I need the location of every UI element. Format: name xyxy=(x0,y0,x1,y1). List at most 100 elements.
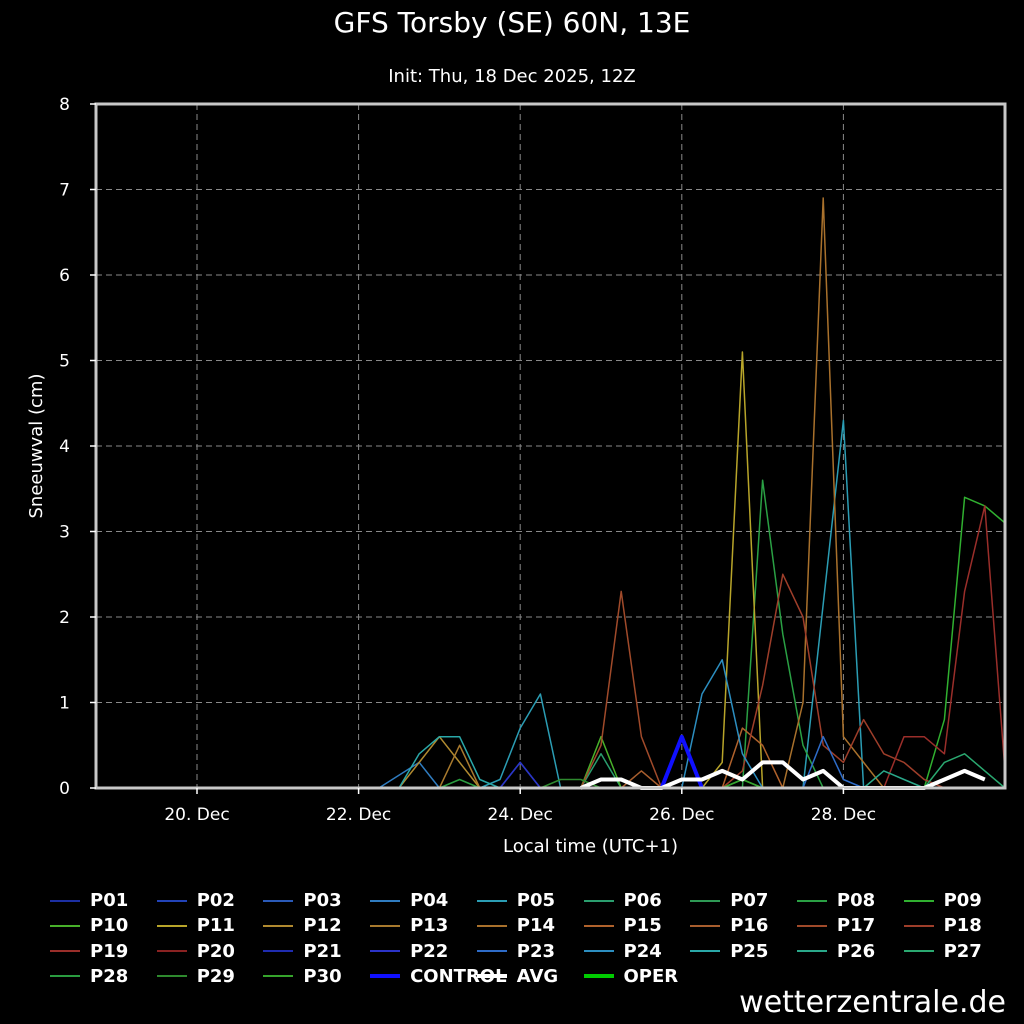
series-line-p26 xyxy=(863,770,925,789)
legend-swatch xyxy=(50,950,80,953)
series-line-p18 xyxy=(721,573,945,789)
y-tick-label: 2 xyxy=(59,608,70,628)
legend-item-p05: P05 xyxy=(476,888,556,913)
legend-item-p21: P21 xyxy=(263,939,342,964)
legend-label: P07 xyxy=(730,890,769,911)
series-line-p08 xyxy=(741,479,824,789)
series-line-p13 xyxy=(438,744,481,789)
legend-label: P11 xyxy=(196,915,235,937)
series-line-p14 xyxy=(782,197,885,789)
series-line-p09 xyxy=(923,496,1006,789)
legend-swatch xyxy=(476,950,507,953)
legend-label: P19 xyxy=(90,940,129,962)
series-line-p19 xyxy=(883,505,1006,789)
series-line-p28 xyxy=(439,778,481,789)
y-tick-label: 8 xyxy=(59,95,70,115)
legend-item-p01: P01 xyxy=(50,888,128,913)
legend-item-p17: P17 xyxy=(796,913,876,938)
legend-item-p30: P30 xyxy=(263,964,342,989)
legend-item-p07: P07 xyxy=(690,888,768,913)
y-tick-label: 4 xyxy=(59,437,70,457)
legend-label: P20 xyxy=(196,940,235,962)
legend-item-p26: P26 xyxy=(796,939,876,964)
legend-label: P02 xyxy=(196,890,235,911)
legend-item-p12: P12 xyxy=(263,913,342,938)
legend-item-p04: P04 xyxy=(370,888,448,913)
legend-label: P26 xyxy=(836,940,876,962)
x-axis-label: Local time (UTC+1) xyxy=(503,836,678,857)
legend-item-p03: P03 xyxy=(263,888,342,913)
legend-label: P01 xyxy=(90,890,129,911)
credit-text: wetterzentrale.de xyxy=(739,985,1006,1020)
legend-swatch xyxy=(263,899,294,902)
legend-item-p28: P28 xyxy=(50,964,128,989)
legend-swatch xyxy=(903,924,934,927)
series-line-p23 xyxy=(802,735,864,789)
legend-item-control: CONTROL xyxy=(370,964,507,989)
series-line-control xyxy=(659,734,704,789)
legend-swatch xyxy=(50,899,80,902)
legend-swatch xyxy=(50,975,80,978)
series-line-p10 xyxy=(580,735,622,789)
legend-swatch xyxy=(690,924,721,927)
legend-swatch xyxy=(796,924,827,927)
legend-label: P05 xyxy=(516,890,556,911)
legend-swatch xyxy=(583,899,614,902)
legend-label: P23 xyxy=(516,940,556,962)
legend-label: AVG xyxy=(516,965,559,987)
legend-item-p13: P13 xyxy=(370,913,448,938)
legend-swatch xyxy=(583,924,614,927)
legend-swatch xyxy=(796,950,827,953)
legend-swatch xyxy=(903,950,934,953)
legend-item-p11: P11 xyxy=(156,913,235,938)
legend-label: P14 xyxy=(516,915,556,937)
series-line-avg xyxy=(580,760,986,790)
x-tick-label: 22. Dec xyxy=(326,805,391,825)
legend-item-p19: P19 xyxy=(50,939,128,964)
series-line-p06 xyxy=(580,753,622,789)
x-tick-label: 20. Dec xyxy=(164,805,229,825)
series-line-p15 xyxy=(721,727,784,789)
legend-swatch xyxy=(476,974,507,979)
legend-swatch xyxy=(476,924,507,927)
y-tick-label: 6 xyxy=(59,266,70,286)
legend-item-p23: P23 xyxy=(476,939,556,964)
legend-item-p29: P29 xyxy=(156,964,235,989)
legend-swatch xyxy=(476,899,507,902)
legend-swatch xyxy=(156,924,187,927)
legend-item-p09: P09 xyxy=(903,888,982,913)
legend-item-p25: P25 xyxy=(690,939,768,964)
legend-swatch xyxy=(263,950,294,953)
series-line-p24 xyxy=(681,659,764,789)
legend-label: P28 xyxy=(90,965,129,987)
legend-label: P09 xyxy=(943,890,982,911)
x-tick-label: 24. Dec xyxy=(488,805,553,825)
legend-swatch xyxy=(370,974,401,979)
series-line-p17 xyxy=(580,590,663,789)
legend-item-p14: P14 xyxy=(476,913,556,938)
legend-label: CONTROL xyxy=(410,965,507,987)
legend-label: P17 xyxy=(836,915,876,937)
series-line-p22 xyxy=(499,761,541,789)
legend-label: P25 xyxy=(730,940,769,962)
legend-swatch xyxy=(690,899,721,902)
y-tick-label: 1 xyxy=(59,694,70,714)
legend-label: OPER xyxy=(623,965,679,987)
y-tick-label: 0 xyxy=(59,779,70,799)
legend-label: P18 xyxy=(943,915,982,937)
y-tick-label: 5 xyxy=(59,352,70,372)
legend-item-oper: OPER xyxy=(583,964,679,989)
chart-subtitle: Init: Thu, 18 Dec 2025, 12Z xyxy=(388,66,636,87)
legend-item-p20: P20 xyxy=(156,939,235,964)
legend-label: P29 xyxy=(196,965,235,987)
legend-item-p02: P02 xyxy=(156,888,235,913)
legend-item-p16: P16 xyxy=(690,913,768,938)
legend-item-p18: P18 xyxy=(903,913,982,938)
legend-label: P30 xyxy=(303,965,342,987)
legend-label: P08 xyxy=(836,890,876,911)
series-line-p05 xyxy=(479,419,865,789)
legend-swatch xyxy=(50,924,80,927)
legend-label: P06 xyxy=(623,890,662,911)
legend-swatch xyxy=(370,950,401,953)
legend-swatch xyxy=(263,924,294,927)
